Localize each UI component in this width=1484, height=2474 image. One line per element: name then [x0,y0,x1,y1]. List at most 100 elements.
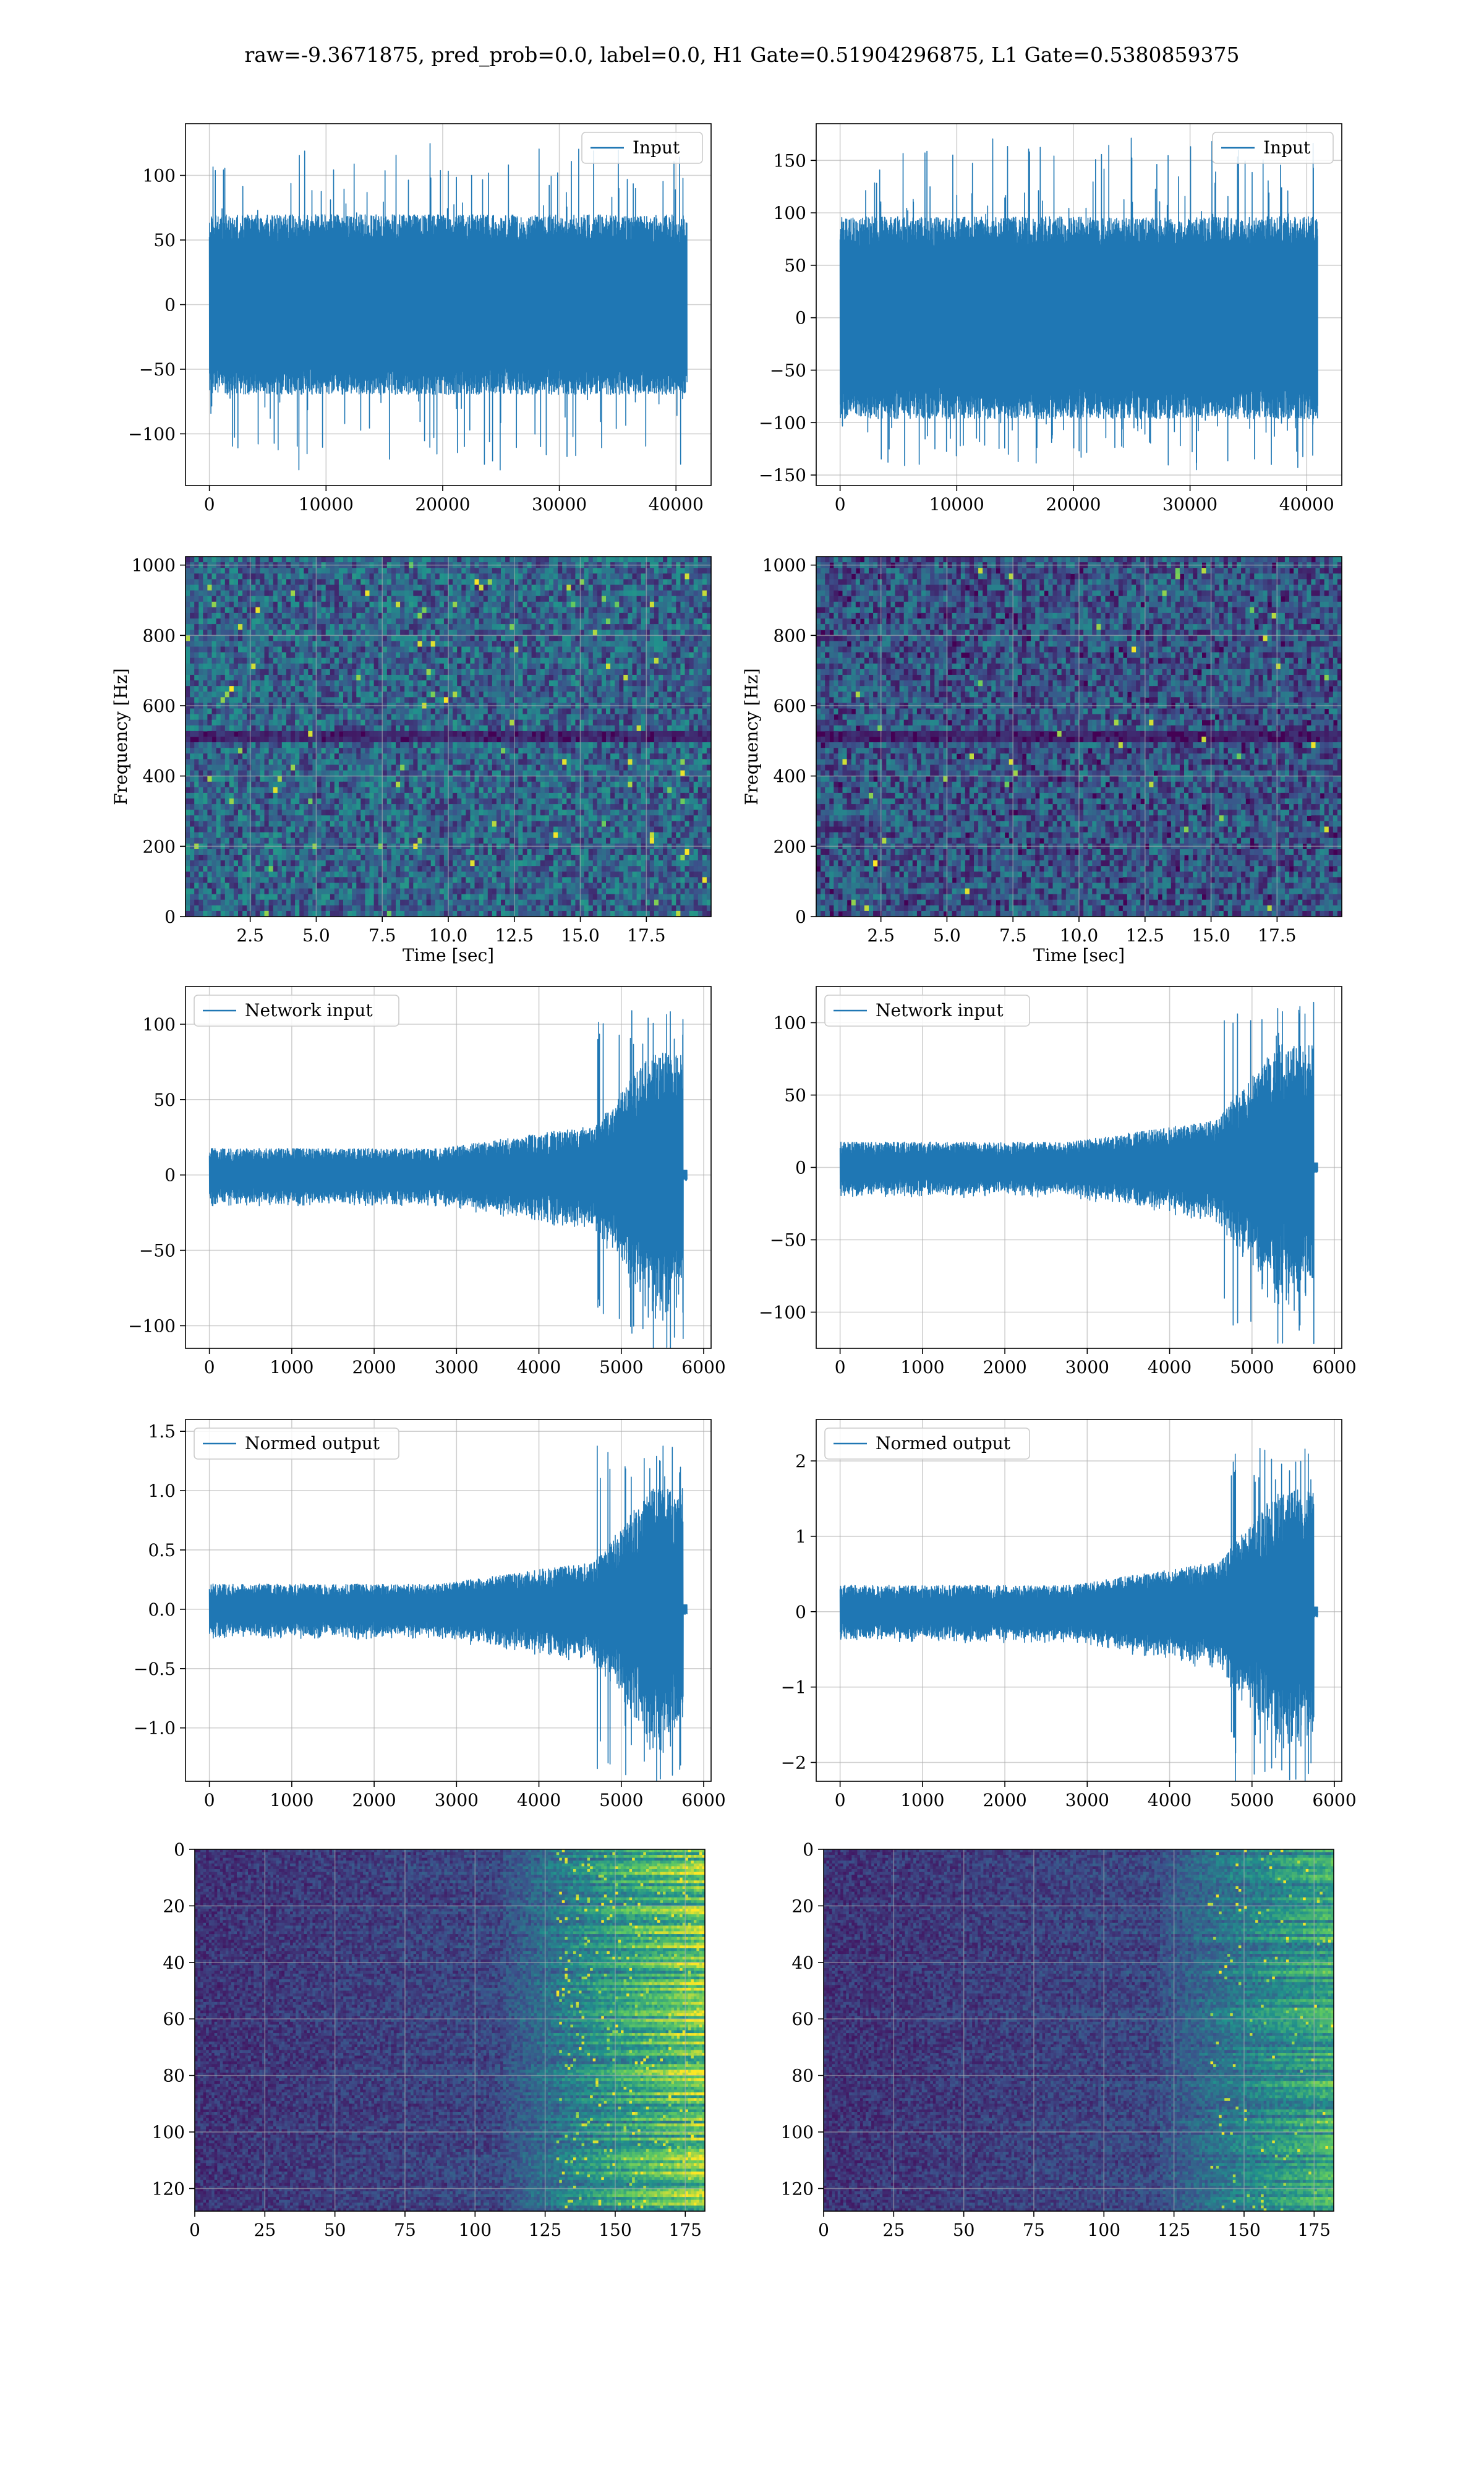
h1-spectrogram-cell [339,748,344,754]
h1-spectrogram-cell [610,635,615,641]
y-tick-label: 0 [164,295,176,315]
h1-spectrogram-cell [457,709,462,715]
h1-spectrogram-cell [352,697,357,703]
h1-spectrogram-cell [641,680,646,687]
h1-spectrogram-cell [247,714,252,721]
h1-spectrogram-cell [461,697,466,703]
h1-spectrogram-cell [212,653,217,659]
h1-spectrogram-cell [522,748,527,754]
h1-spectrogram-cell [356,557,361,563]
h1-spectrogram-cell [545,759,550,765]
h1-spectrogram-cell [698,602,703,608]
h1-spectrogram-cell [190,607,195,614]
h1-spectrogram-cell [238,742,243,748]
h1-spectrogram-cell [606,585,611,591]
h1-spectrogram-cell [475,573,480,580]
h1-spectrogram-cell [269,731,274,737]
h1-spectrogram-cell [282,765,287,771]
h1-spectrogram-cell [352,742,357,748]
h1-spectrogram-cell [198,607,203,614]
h1-spectrogram-cell [702,742,707,748]
h1-spectrogram-cell [194,765,199,771]
h1-spectrogram-cell [435,573,440,580]
h1-spectrogram-cell [623,585,628,591]
h1-spectrogram-cell [484,613,488,619]
h1-spectrogram-cell [308,607,313,614]
h1-spectrogram-cell [212,568,217,574]
h1-spectrogram-cell [536,613,541,619]
h1-spectrogram-cell [475,680,480,687]
h1-spectrogram-cell [680,714,685,721]
h1-spectrogram-cell [518,737,523,743]
h1-spectrogram-cell [597,641,602,647]
h1-spectrogram-cell [194,641,199,647]
h1-spectrogram-cell [497,776,501,782]
h1-spectrogram-cell [409,697,414,703]
h1-spectrogram-cell [216,726,221,732]
h1-spectrogram-cell [370,680,375,687]
h1-spectrogram-cell [370,691,375,698]
h1-spectrogram-cell [453,624,458,630]
h1-spectrogram-cell [457,714,462,721]
h1-spectrogram-cell [606,737,611,743]
h1-spectrogram-cell [479,782,484,788]
h1-spectrogram-cell [212,557,217,563]
h1-spectrogram-cell [650,653,655,659]
h1-spectrogram-cell [527,557,532,563]
h1-spectrogram-cell [667,776,672,782]
h1-spectrogram-cell [615,641,620,647]
h1-spectrogram-cell [400,731,405,737]
h1-spectrogram-cell [286,771,291,777]
h1-spectrogram-cell [488,720,493,726]
h1-spectrogram-cell [238,680,243,687]
h1-spectrogram-cell [488,641,493,647]
h1-spectrogram-cell [304,635,309,641]
h1-spectrogram-cell [457,630,462,636]
h1-spectrogram-cell [501,680,506,687]
h1-spectrogram-cell [453,709,458,715]
h1-spectrogram-cell [448,557,453,563]
h1-spectrogram-cell [216,618,221,625]
h1-spectrogram-cell [356,748,361,754]
h1-spectrogram-cell [278,680,283,687]
h1-spectrogram-cell [383,664,388,670]
h1-spectrogram-cell [273,709,278,715]
h1-spectrogram-cell [383,596,388,602]
h1-spectrogram-cell [273,771,278,777]
h1-spectrogram-cell [597,720,602,726]
h1-spectrogram-cell [479,647,484,653]
h1-spectrogram-cell [360,680,365,687]
h1-spectrogram-cell [374,776,379,782]
h1-spectrogram-cell [453,658,458,664]
h1-spectrogram-cell [659,680,663,687]
h1-spectrogram-cell [304,776,309,782]
h1-spectrogram-cell [549,635,554,641]
h1-spectrogram-cell [492,771,497,777]
h1-spectrogram-cell [198,630,203,636]
h1-spectrogram-cell [536,771,541,777]
h1-spectrogram-cell [584,557,589,563]
h1-spectrogram-cell [431,585,436,591]
h1-spectrogram-cell [492,748,497,754]
h1-spectrogram-cell [194,720,199,726]
h1-spectrogram-cell [282,596,287,602]
h1-spectrogram-cell [641,557,646,563]
h1-spectrogram-cell [702,664,707,670]
h1-spectrogram-cell [352,765,357,771]
h1-spectrogram-cell [575,591,580,597]
h1-spectrogram-cell [589,726,594,732]
h1-spectrogram-cell [689,731,694,737]
h1-spectrogram-cell [435,742,440,748]
h1-spectrogram-cell [400,776,405,782]
h1-spectrogram-cell [190,714,195,721]
h1-spectrogram-cell [391,759,396,765]
h1-spectrogram-cell [488,585,493,591]
h1-spectrogram-cell [680,765,685,771]
h1-spectrogram-cell [291,759,296,765]
h1-spectrogram-cell [553,647,558,653]
h1-spectrogram-cell [522,737,527,743]
h1-spectrogram-cell [409,585,414,591]
h1-spectrogram-cell [194,596,199,602]
h1-spectrogram-cell [536,579,541,585]
h1-spectrogram-cell [453,742,458,748]
